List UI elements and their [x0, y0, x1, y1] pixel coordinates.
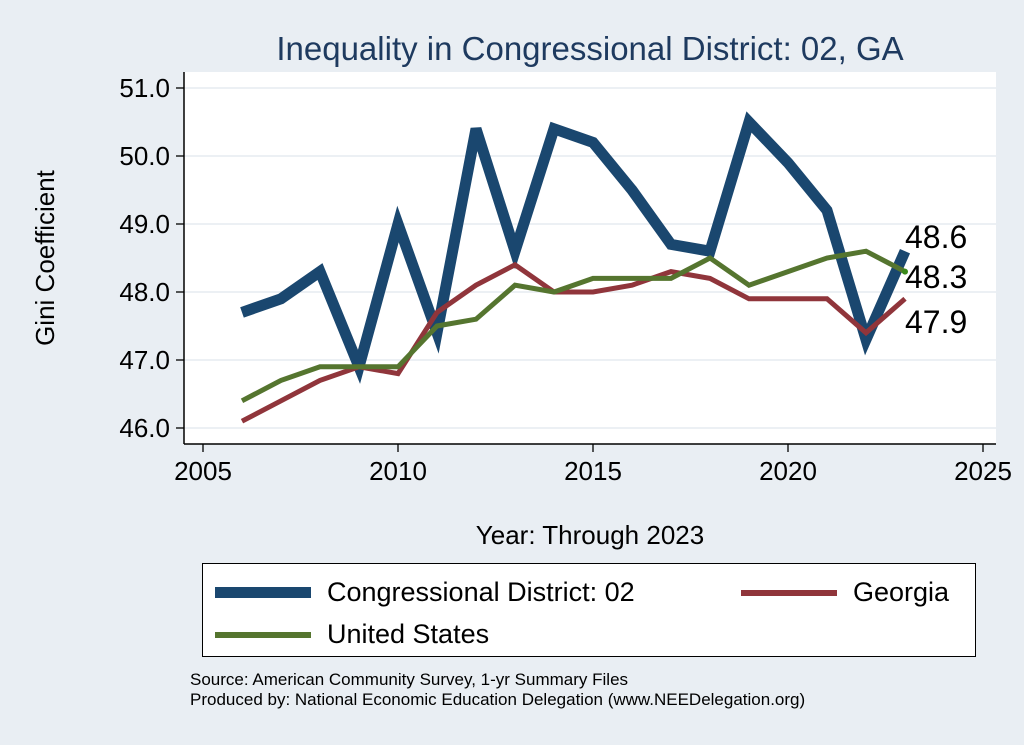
producer-line: Produced by: National Economic Education…	[190, 690, 806, 709]
x-tick-label: 2020	[759, 456, 817, 486]
y-tick-label: 46.0	[119, 413, 170, 443]
axes: 46.0 47.0 48.0 49.0 50.0 51.0 2005 2010 2015 2020…	[119, 72, 1012, 486]
x-tick-label: 2025	[954, 456, 1012, 486]
end-label: 48.6	[905, 219, 967, 255]
y-tick-label: 50.0	[119, 141, 170, 171]
y-tick-label: 47.0	[119, 345, 170, 375]
us-end-marker	[902, 268, 908, 275]
x-tick-label: 2005	[174, 456, 232, 486]
chart-title: Inequality in Congressional District: 02…	[276, 30, 903, 67]
y-axis-label: Gini Coefficient	[30, 169, 60, 346]
legend: Congressional District: 02 Georgia Unite…	[202, 563, 976, 657]
series-lines	[240, 111, 911, 424]
legend-swatch-georgia	[741, 589, 837, 596]
line-chart: 46.0 47.0 48.0 49.0 50.0 51.0 2005 2010 2015 2020…	[30, 30, 1012, 550]
legend-label-district: Congressional District: 02	[327, 577, 635, 607]
source-line: Source: American Community Survey, 1-yr …	[190, 670, 629, 689]
legend-swatch-district	[215, 587, 311, 598]
end-label: 48.3	[905, 259, 967, 295]
y-tick-label: 49.0	[119, 209, 170, 239]
x-tick-label: 2015	[564, 456, 622, 486]
series-line-district	[240, 111, 911, 384]
series-line-us	[240, 248, 907, 404]
x-tick-label: 2010	[369, 456, 427, 486]
legend-label-us: United States	[327, 619, 490, 649]
source-note: Source: American Community Survey, 1-yr …	[190, 670, 805, 710]
legend-item-georgia: Georgia	[741, 577, 949, 608]
y-tick-label: 51.0	[119, 73, 170, 103]
legend-item-district: Congressional District: 02	[215, 577, 635, 608]
legend-label-georgia: Georgia	[853, 577, 950, 607]
x-axis-label: Year: Through 2023	[476, 520, 704, 550]
legend-item-us: United States	[215, 619, 489, 650]
end-label: 47.9	[905, 304, 967, 340]
legend-swatch-us	[215, 631, 311, 638]
y-tick-label: 48.0	[119, 277, 170, 307]
end-labels: 48.6 48.3 47.9	[905, 219, 967, 340]
